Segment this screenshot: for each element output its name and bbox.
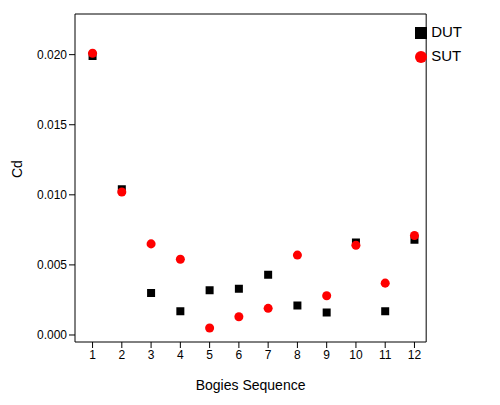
svg-text:0.005: 0.005 — [37, 258, 67, 272]
svg-text:0.015: 0.015 — [37, 118, 67, 132]
svg-text:5: 5 — [206, 348, 213, 362]
svg-text:7: 7 — [265, 348, 272, 362]
svg-text:0.020: 0.020 — [37, 48, 67, 62]
svg-text:8: 8 — [294, 348, 301, 362]
svg-text:2: 2 — [118, 348, 125, 362]
svg-text:Bogies Sequence: Bogies Sequence — [196, 377, 306, 393]
html-text:SUT: SUT — [431, 47, 462, 64]
svg-text:0.010: 0.010 — [37, 188, 67, 202]
html-text:DUT: DUT — [431, 23, 462, 40]
svg-text:11: 11 — [379, 348, 392, 362]
svg-text:1: 1 — [89, 348, 96, 362]
svg-text:6: 6 — [236, 348, 243, 362]
svg-text:0.000: 0.000 — [37, 328, 67, 342]
svg-text:12: 12 — [408, 348, 422, 362]
svg-text:4: 4 — [177, 348, 184, 362]
svg-text:10: 10 — [349, 348, 363, 362]
svg-text:Cd: Cd — [9, 160, 25, 178]
svg-text:9: 9 — [323, 348, 330, 362]
svg-text:3: 3 — [148, 348, 155, 362]
